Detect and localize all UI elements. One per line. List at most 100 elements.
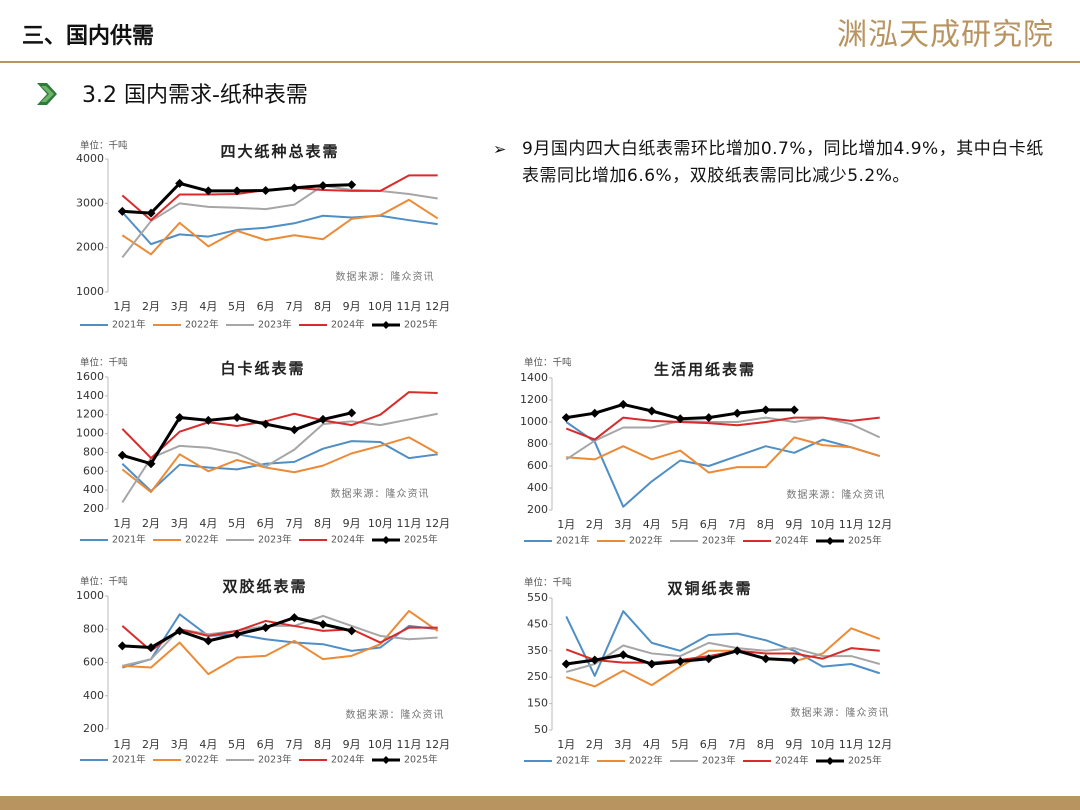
point-marker <box>318 414 328 424</box>
source-note: 数据来源：隆众资讯 <box>791 706 890 719</box>
x-tick-label: 5月 <box>228 300 246 313</box>
point-marker <box>704 654 714 664</box>
point-marker <box>561 413 571 423</box>
x-tick-label: 10月 <box>810 738 835 751</box>
y-tick-label: 400 <box>527 481 548 494</box>
unit-label: 单位：千吨 <box>524 577 572 589</box>
point-marker <box>203 636 213 646</box>
x-tick-label: 2月 <box>586 518 604 531</box>
point-marker <box>347 408 357 418</box>
point-marker <box>175 413 185 423</box>
y-tick-label: 450 <box>527 617 548 630</box>
unit-label: 单位：千吨 <box>80 140 128 152</box>
legend-label: 2022年 <box>185 319 219 331</box>
x-tick-label: 6月 <box>257 738 275 751</box>
arrow-icon-inner <box>41 86 54 102</box>
x-tick-label: 6月 <box>257 517 275 530</box>
x-tick-label: 6月 <box>257 300 275 313</box>
x-tick-label: 10月 <box>368 738 393 751</box>
x-tick-label: 9月 <box>343 300 361 313</box>
y-tick-label: 1200 <box>520 393 548 406</box>
y-tick-label: 600 <box>83 464 104 477</box>
point-marker <box>146 643 156 653</box>
legend-label: 2024年 <box>775 535 809 547</box>
point-marker <box>232 629 242 639</box>
y-tick-label: 1200 <box>76 408 104 421</box>
x-tick-label: 11月 <box>839 518 864 531</box>
legend-label: 2024年 <box>331 534 365 546</box>
x-tick-label: 11月 <box>397 738 422 751</box>
x-tick-label: 4月 <box>199 517 217 530</box>
point-marker <box>261 623 271 633</box>
legend-label: 2025年 <box>404 534 438 546</box>
legend-label: 2022年 <box>185 754 219 766</box>
legend-marker <box>382 756 390 764</box>
x-tick-label: 12月 <box>425 517 450 530</box>
x-tick-label: 8月 <box>314 738 332 751</box>
series-line <box>121 184 438 259</box>
x-tick-label: 7月 <box>728 518 746 531</box>
point-marker <box>117 450 127 460</box>
y-tick-label: 1400 <box>76 389 104 402</box>
subtitle: 3.2 国内需求-纸种表需 <box>82 83 308 108</box>
x-tick-label: 2月 <box>142 300 160 313</box>
x-tick-label: 6月 <box>700 738 718 751</box>
point-marker <box>618 399 628 409</box>
x-tick-label: 1月 <box>113 300 131 313</box>
y-tick-label: 3000 <box>76 196 104 209</box>
legend-label: 2022年 <box>629 535 663 547</box>
source-note: 数据来源：隆众资讯 <box>346 708 445 721</box>
point-marker <box>289 425 299 435</box>
series-line <box>566 436 881 474</box>
y-tick-label: 200 <box>527 503 548 516</box>
chart-title: 双胶纸表需 <box>222 578 307 596</box>
series-line <box>565 416 880 441</box>
point-marker <box>675 656 685 666</box>
x-tick-label: 5月 <box>671 738 689 751</box>
x-tick-label: 12月 <box>425 300 450 313</box>
legend-label: 2022年 <box>629 755 663 767</box>
legend-marker <box>382 536 390 544</box>
x-tick-label: 1月 <box>557 738 575 751</box>
x-tick-label: 9月 <box>343 517 361 530</box>
series-line <box>121 198 439 256</box>
x-tick-label: 10月 <box>810 518 835 531</box>
x-tick-label: 7月 <box>728 738 746 751</box>
chart-title: 四大纸种总表需 <box>220 143 339 161</box>
y-tick-label: 800 <box>83 622 104 635</box>
series-line <box>565 627 881 688</box>
x-tick-label: 9月 <box>785 738 803 751</box>
y-tick-label: 4000 <box>76 152 104 165</box>
x-tick-label: 2月 <box>142 738 160 751</box>
unit-label: 单位：千吨 <box>80 357 128 369</box>
legend-label: 2024年 <box>331 319 365 331</box>
footer-band <box>0 796 1080 810</box>
x-tick-label: 4月 <box>199 300 217 313</box>
legend-label: 2021年 <box>112 319 146 331</box>
point-marker <box>732 646 742 656</box>
point-marker <box>590 408 600 418</box>
section-title: 三、国内供需 <box>22 23 154 49</box>
x-tick-label: 2月 <box>142 517 160 530</box>
y-tick-label: 550 <box>527 591 548 604</box>
bullet-text: 9月国内四大白纸表需环比增加0.7%，同比增加4.9%，其中白卡纸表需同比增加6… <box>522 139 1044 186</box>
y-tick-label: 1000 <box>520 415 548 428</box>
y-tick-label: 350 <box>527 644 548 657</box>
y-tick-label: 1600 <box>76 370 104 383</box>
x-tick-label: 12月 <box>425 738 450 751</box>
point-marker <box>347 626 357 636</box>
y-tick-label: 800 <box>527 437 548 450</box>
point-marker <box>146 208 156 218</box>
chart-title: 生活用纸表需 <box>654 361 756 379</box>
x-tick-label: 5月 <box>671 518 689 531</box>
point-marker <box>789 405 799 415</box>
legend-marker <box>826 537 834 545</box>
y-tick-label: 400 <box>83 483 104 496</box>
point-marker <box>261 185 271 195</box>
y-tick-label: 200 <box>83 722 104 735</box>
point-marker <box>175 626 185 636</box>
legend-marker <box>382 321 390 329</box>
x-tick-label: 4月 <box>199 738 217 751</box>
point-marker <box>203 415 213 425</box>
legend-label: 2023年 <box>258 319 292 331</box>
